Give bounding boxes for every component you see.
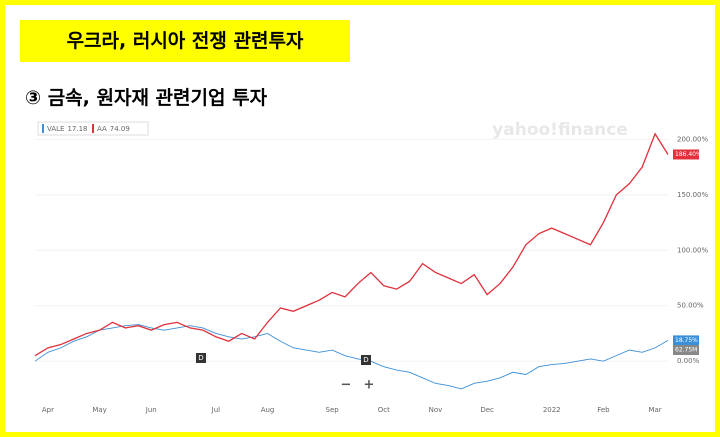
zoom-button[interactable]: − [341,378,352,393]
end-label-bg [673,335,699,346]
legend-swatch [92,124,94,133]
subtitle: ③ 금속, 원자재 관련기업 투자 [25,87,268,109]
x-tick-label: Nov [429,406,443,414]
legend-price: 74.09 [110,125,130,133]
event-marker [361,355,371,365]
x-tick-label: Jul [211,406,221,414]
x-tick-label: Mar [648,406,661,414]
legend-swatch [42,124,44,133]
x-tick-label: 2022 [543,406,561,414]
event-marker [196,353,206,363]
event-label: D [363,356,368,364]
volume-label-bg [673,345,699,355]
event-label: D [198,354,203,362]
x-tick-label: Feb [597,406,610,414]
y-tick-label: 100.00% [677,246,708,254]
title: 우크라, 러시아 전쟁 관련투자 [20,20,350,62]
line [34,132,669,357]
x-tick-label: Apr [42,406,54,414]
y-tick-label: 50.00% [677,302,704,310]
x-tick-label: Sep [326,406,340,414]
end-label: 18.75% [675,337,698,344]
x-tick-label: Dec [480,406,494,414]
end-label-bg [673,149,699,160]
y-tick-label: 150.00% [677,191,708,199]
x-tick-label: May [92,406,106,414]
end-label: 186.40% [675,151,702,158]
x-tick-label: Oct [378,406,390,414]
x-tick-label: Aug [261,406,275,414]
watermark: yahoo!finance [492,120,628,140]
line [34,324,669,390]
legend-name: AA [97,125,107,133]
y-tick-label: 200.00% [677,135,708,143]
chart-area [35,113,695,423]
zoom-button[interactable]: + [364,378,375,393]
volume-label: 62.75M [675,347,697,354]
x-tick-label: Jun [145,406,157,414]
chart: yahoo!finance 0.00% 50.00% 100.00% 150.00% 2… [34,113,708,423]
legend-name: VALE [47,125,64,133]
legend-price: 17.18 [67,125,87,133]
y-tick-label: 0.00% [677,357,700,365]
